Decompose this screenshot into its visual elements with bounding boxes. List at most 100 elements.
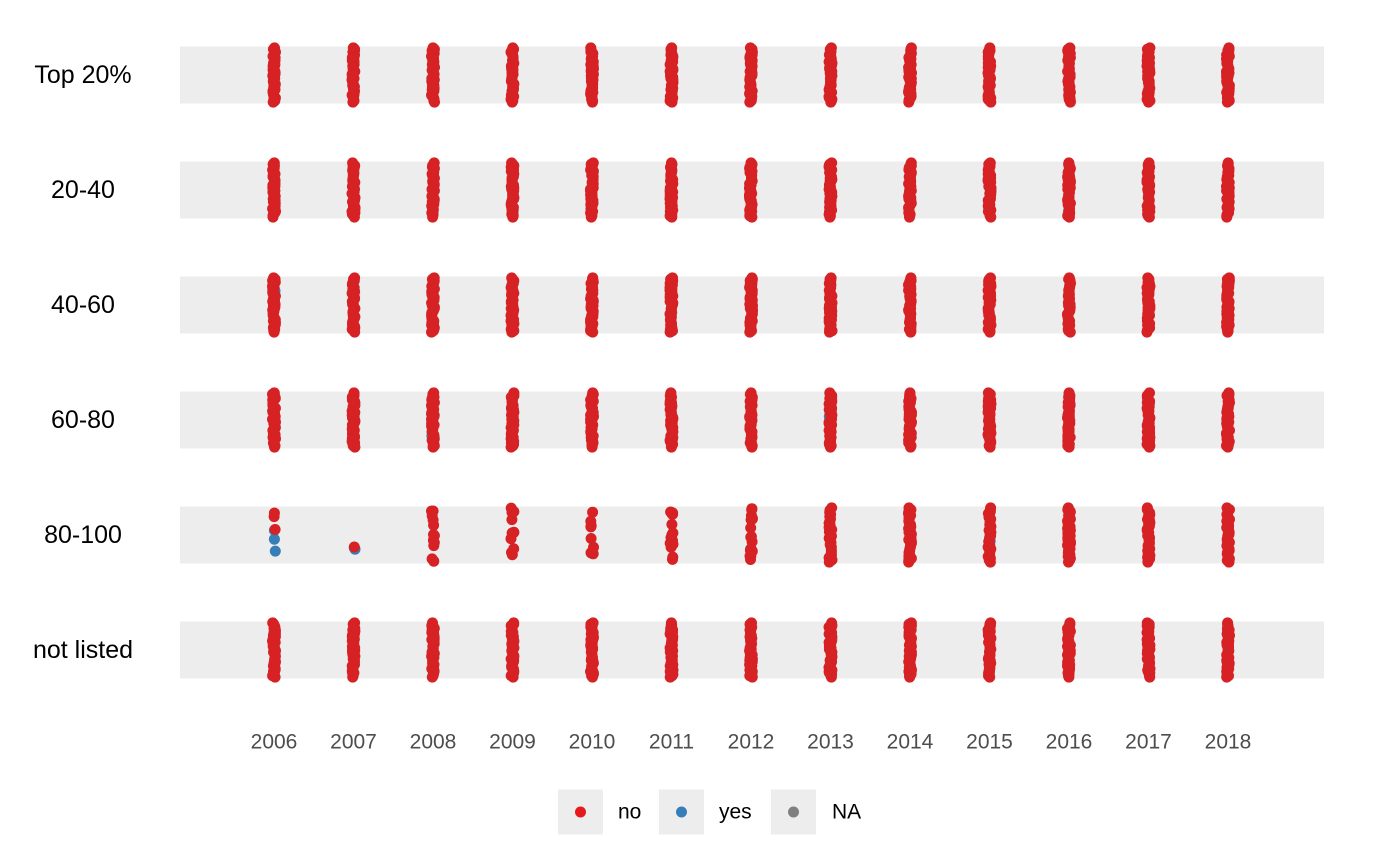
point-no-40-60-2013 <box>824 326 835 338</box>
point-no-not-listed-2015 <box>984 671 996 683</box>
point-no-top-20-2012 <box>744 96 756 108</box>
point-no-80-100-2017 <box>1142 556 1154 568</box>
x-tick-label-2009: 2009 <box>489 731 536 754</box>
x-tick-label-2007: 2007 <box>330 731 377 754</box>
x-tick-label-2006: 2006 <box>251 731 298 754</box>
x-tick-label-2008: 2008 <box>410 731 457 754</box>
point-no-not-listed-2014 <box>904 671 916 683</box>
row-labels: Top 20% 20-40 40-60 60-80 80-100 not listed <box>33 61 133 664</box>
point-no-80-100-2011 <box>667 507 679 519</box>
point-no-80-100-2009 <box>505 502 517 514</box>
point-no-40-60-2010 <box>587 326 599 338</box>
point-no-not-listed-2008 <box>426 671 438 683</box>
point-no-60-80-2007 <box>349 441 361 453</box>
x-tick-label-2012: 2012 <box>728 731 775 754</box>
point-no-20-40-2008 <box>427 211 439 223</box>
point-no-60-80-2013 <box>824 441 836 453</box>
point-no-80-100-2012 <box>745 554 756 565</box>
point-no-40-60-2012 <box>744 326 756 338</box>
point-no-80-100-2011 <box>667 553 678 565</box>
legend-label-yes: yes <box>719 801 752 824</box>
point-no-80-100-2011 <box>664 537 676 549</box>
point-no-80-100-2009 <box>506 527 518 539</box>
point-no-20-40-2010 <box>585 211 597 223</box>
x-axis-tick-labels: 2006 2007 2008 2009 2010 2011 2012 2013 2014 2015… <box>251 731 1252 754</box>
point-no-80-100-2008 <box>427 534 439 546</box>
point-no-40-60-2018 <box>1222 326 1234 338</box>
point-no-top-20-2015 <box>985 96 997 108</box>
point-no-20-40-2006 <box>267 211 279 223</box>
point-no-80-100-2009 <box>506 546 517 558</box>
x-tick-label-2015: 2015 <box>966 731 1013 754</box>
row-label-not-listed: not listed <box>33 636 133 664</box>
point-no-20-40-2007 <box>348 211 360 223</box>
point-no-not-listed-2013 <box>825 671 837 683</box>
point-no-80-100-2006 <box>269 524 281 535</box>
legend-marker-no <box>575 806 586 818</box>
legend-marker-na <box>788 806 799 818</box>
point-no-top-20-2010 <box>586 96 598 108</box>
point-no-60-80-2009 <box>505 441 517 453</box>
point-no-80-100-2014 <box>903 556 915 568</box>
row-label-top-20: Top 20% <box>34 61 131 89</box>
point-no-40-60-2015 <box>984 326 996 338</box>
point-no-40-60-2011 <box>664 326 676 338</box>
point-no-not-listed-2006 <box>269 671 281 683</box>
point-no-not-listed-2009 <box>507 671 519 683</box>
point-no-not-listed-2018 <box>1221 671 1233 683</box>
point-no-80-100-2010 <box>587 548 599 560</box>
point-no-60-80-2006 <box>269 441 280 453</box>
point-no-80-100-2011 <box>666 518 678 530</box>
point-yes-80-100-2006 <box>269 545 281 557</box>
point-no-20-40-2011 <box>666 211 678 223</box>
point-no-60-80-2015 <box>984 441 996 453</box>
point-no-60-80-2018 <box>1222 441 1234 453</box>
point-no-80-100-2006 <box>268 511 280 523</box>
point-no-top-20-2017 <box>1143 96 1154 108</box>
point-no-60-80-2012 <box>746 441 758 453</box>
point-no-20-40-2012 <box>746 211 758 223</box>
legend-label-no: no <box>618 801 641 824</box>
data-points <box>267 42 1235 683</box>
point-no-40-60-2008 <box>426 326 437 338</box>
point-no-60-80-2014 <box>905 441 917 453</box>
point-no-top-20-2016 <box>1064 96 1076 108</box>
point-no-top-20-2008 <box>429 96 440 108</box>
point-no-80-100-2012 <box>744 544 756 556</box>
point-no-80-100-2008 <box>426 510 438 522</box>
x-tick-label-2010: 2010 <box>569 731 616 754</box>
point-no-top-20-2018 <box>1221 96 1233 108</box>
point-no-not-listed-2010 <box>587 671 598 683</box>
point-no-80-100-2013 <box>823 556 835 568</box>
point-no-80-100-2012 <box>746 536 758 548</box>
x-tick-label-2018: 2018 <box>1205 731 1252 754</box>
point-no-60-80-2010 <box>586 441 598 453</box>
point-no-not-listed-2011 <box>664 671 676 683</box>
point-no-top-20-2006 <box>267 96 279 108</box>
point-no-not-listed-2016 <box>1063 671 1075 683</box>
x-tick-label-2017: 2017 <box>1125 731 1172 754</box>
row-label-20-40: 20-40 <box>51 176 115 204</box>
point-no-not-listed-2007 <box>347 671 359 683</box>
row-bands <box>180 46 1324 679</box>
row-label-40-60: 40-60 <box>51 291 115 319</box>
point-no-top-20-2013 <box>825 96 837 108</box>
point-no-40-60-2006 <box>268 326 280 338</box>
point-no-80-100-2008 <box>428 555 440 567</box>
point-no-80-100-2012 <box>746 512 758 524</box>
point-no-40-60-2017 <box>1141 326 1153 338</box>
point-no-top-20-2007 <box>347 96 359 108</box>
x-tick-label-2011: 2011 <box>649 731 694 754</box>
point-no-40-60-2016 <box>1064 326 1076 338</box>
point-no-20-40-2013 <box>824 211 836 223</box>
point-no-80-100-2007 <box>348 541 360 553</box>
point-no-80-100-2015 <box>984 556 996 568</box>
point-no-60-80-2011 <box>665 441 677 453</box>
point-no-80-100-2010 <box>587 506 599 518</box>
point-no-top-20-2011 <box>666 96 678 108</box>
legend: no yes NA <box>558 789 861 835</box>
x-tick-label-2016: 2016 <box>1046 731 1093 754</box>
point-no-60-80-2008 <box>427 441 439 453</box>
row-label-80-100: 80-100 <box>44 521 122 549</box>
